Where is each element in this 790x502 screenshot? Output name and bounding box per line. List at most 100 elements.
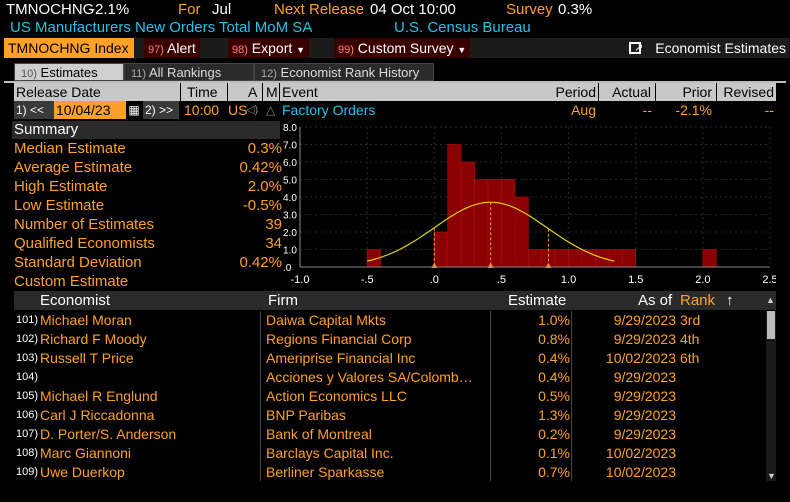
- row-index: 103): [16, 352, 39, 364]
- firm-column-header[interactable]: Firm: [268, 292, 298, 309]
- y-tick-label: 8.0: [283, 123, 297, 134]
- scroll-down-icon[interactable]: ▼: [767, 471, 776, 481]
- estimate-value: 1.0%: [538, 312, 570, 328]
- histogram-bar: [474, 179, 489, 268]
- event-country: US: [228, 102, 248, 118]
- economist-name[interactable]: D. Porter/S. Anderson: [40, 426, 177, 442]
- summary-value: 34: [265, 235, 282, 252]
- histogram-bar: [487, 179, 502, 268]
- economist-column-header[interactable]: Economist: [40, 292, 111, 309]
- tab-all-rankings-label: All Rankings: [149, 65, 222, 80]
- row-index: 105): [16, 390, 39, 402]
- table-row[interactable]: 102) Richard F Moody Regions Financial Cor…: [14, 330, 766, 349]
- histogram-bar: [527, 249, 543, 268]
- custom-survey-button[interactable]: 99) Custom Survey ▼: [334, 38, 471, 58]
- table-row[interactable]: 105) Michael R Englund Action Economics LL…: [14, 387, 766, 406]
- prior-header-label: Prior: [682, 84, 712, 100]
- as-of-date: 9/29/2023: [613, 388, 676, 404]
- export-shortcut: 98): [232, 44, 248, 56]
- table-row[interactable]: 101) Michael Moran Daiwa Capital Mkts 1.0% 9…: [14, 311, 766, 330]
- event-actual: --: [642, 102, 652, 118]
- event-revised: --: [764, 102, 774, 118]
- next-release-button[interactable]: 2) >>: [143, 101, 179, 119]
- series-description: US Manufacturers New Orders Total MoM SA: [10, 19, 313, 36]
- export-label: Export: [251, 40, 293, 56]
- rank-value: 3rd: [680, 312, 701, 328]
- economist-name[interactable]: Uwe Duerkop: [40, 464, 125, 480]
- for-label: For: [178, 1, 201, 18]
- calendar-icon[interactable]: ▦: [128, 103, 140, 117]
- event-header: Event Period: [280, 83, 598, 101]
- estimate-value: 0.4%: [538, 369, 570, 385]
- estimate-column-header[interactable]: Estimate: [508, 292, 567, 309]
- index-menu-button[interactable]: TMNOCHNG Index: [4, 38, 134, 58]
- alert-shortcut: 97): [148, 44, 164, 56]
- vertical-scrollbar[interactable]: ▼: [766, 311, 776, 481]
- row-index: 102): [16, 333, 39, 345]
- scroll-up-icon[interactable]: ▲: [766, 295, 775, 305]
- economist-name[interactable]: Carl J Riccadonna: [40, 407, 155, 423]
- as-of-date: 9/29/2023: [613, 426, 676, 442]
- export-button[interactable]: 98) Export ▼: [228, 38, 310, 58]
- economist-name[interactable]: Marc Giannoni: [40, 445, 132, 461]
- as-of-column-header[interactable]: As of: [638, 292, 673, 309]
- economist-name[interactable]: Richard F Moody: [40, 331, 147, 347]
- tab-rank-history-shortcut: 12): [261, 68, 277, 80]
- scrollbar-thumb[interactable]: [767, 311, 775, 339]
- row-index: 109): [16, 466, 39, 478]
- sort-ascending-icon[interactable]: ↑: [726, 292, 734, 309]
- next-release-value: 04 Oct 10:00: [370, 1, 456, 18]
- release-date-input[interactable]: 10/04/23: [54, 101, 126, 119]
- rank-column-header[interactable]: Rank: [680, 292, 716, 309]
- bell-icon[interactable]: △: [266, 103, 276, 117]
- economist-name[interactable]: Michael R Englund: [40, 388, 158, 404]
- tab-all-rankings[interactable]: 11) All Rankings: [124, 63, 254, 81]
- economist-name[interactable]: Michael Moran: [40, 312, 132, 328]
- economist-name[interactable]: Russell T Price: [40, 350, 134, 366]
- histogram-bar: [501, 179, 516, 268]
- event-name-link[interactable]: Factory Orders: [282, 102, 376, 118]
- last-change: -2.1%: [90, 1, 130, 18]
- tab-rank-history-label: Economist Rank History: [280, 65, 420, 80]
- summary-row: Number of Estimates 39: [14, 215, 282, 234]
- event-prior: -2.1%: [675, 102, 712, 118]
- summary-row[interactable]: Custom Estimate: [14, 272, 282, 291]
- estimate-value: 0.7%: [538, 464, 570, 480]
- estimate-value: 0.4%: [538, 350, 570, 366]
- table-row[interactable]: 103) Russell T Price Ameriprise Financial …: [14, 349, 766, 368]
- period-header-label: Period: [555, 84, 596, 100]
- table-row[interactable]: 106) Carl J Riccadonna BNP Paribas 1.3% 9/29…: [14, 406, 766, 425]
- x-tick-label: -.5: [361, 274, 374, 286]
- time-header: Time: [181, 83, 227, 101]
- summary-row: Low Estimate -0.5%: [14, 196, 282, 215]
- as-of-date: 9/29/2023: [613, 312, 676, 328]
- table-row[interactable]: 104) Acciones y Valores SA/Colomb… 0.4% 9/2…: [14, 368, 766, 387]
- as-of-date: 9/29/2023: [613, 407, 676, 423]
- histogram-bar: [447, 144, 462, 268]
- speaker-icon[interactable]: ◁): [246, 104, 259, 116]
- summary-label: Average Estimate: [14, 159, 133, 176]
- firm-name: Action Economics LLC: [266, 388, 407, 404]
- firm-name: Bank of Montreal: [266, 426, 372, 442]
- actual-header-label: Actual: [612, 84, 651, 100]
- histogram-bar: [702, 249, 717, 268]
- previous-release-button[interactable]: 1) <<: [14, 101, 54, 119]
- estimate-value: 1.3%: [538, 407, 570, 423]
- alert-button[interactable]: 97) Alert: [144, 38, 200, 58]
- firm-name: Acciones y Valores SA/Colomb…: [266, 369, 473, 385]
- histogram-bar: [514, 196, 529, 268]
- x-tick-label: 2.5: [762, 274, 776, 286]
- y-tick-label: .0: [283, 263, 292, 274]
- summary-row: High Estimate 2.0%: [14, 177, 282, 196]
- table-row[interactable]: 108) Marc Giannoni Barclays Capital Inc. 0.…: [14, 444, 766, 463]
- row-index: 107): [16, 428, 39, 440]
- economist-estimates-button[interactable]: ↗ Economist Estimates: [625, 38, 790, 58]
- firm-name: Barclays Capital Inc.: [266, 445, 394, 461]
- tab-economist-rank-history[interactable]: 12) Economist Rank History: [254, 63, 434, 81]
- release-date-header-label: Release Date: [16, 84, 101, 100]
- table-row[interactable]: 107) D. Porter/S. Anderson Bank of Montrea…: [14, 425, 766, 444]
- histogram-bar: [554, 249, 569, 268]
- summary-label: Number of Estimates: [14, 216, 155, 233]
- tab-estimates[interactable]: 10) Estimates: [14, 63, 124, 81]
- table-row[interactable]: 109) Uwe Duerkop Berliner Sparkasse 0.7% 10/…: [14, 463, 766, 482]
